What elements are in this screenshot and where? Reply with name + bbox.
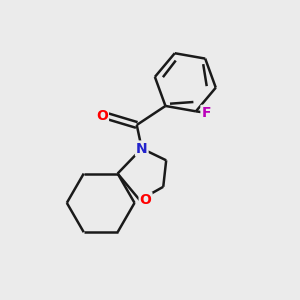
- Text: O: O: [96, 109, 108, 122]
- Text: N: N: [136, 142, 148, 155]
- Text: O: O: [140, 193, 152, 207]
- Text: F: F: [202, 106, 211, 120]
